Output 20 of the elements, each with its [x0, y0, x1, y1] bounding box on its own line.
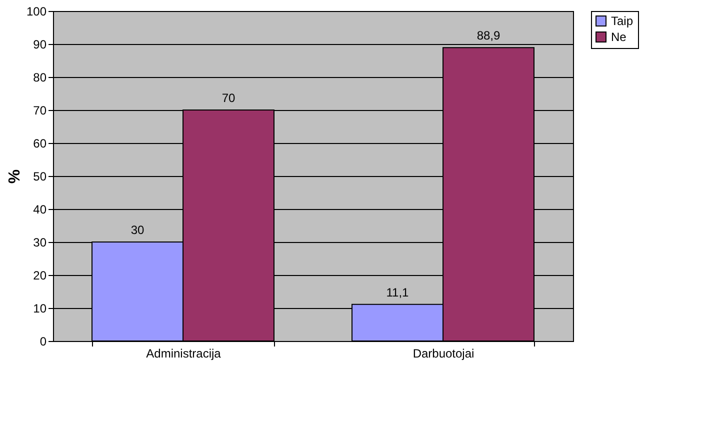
y-axis-title: %: [6, 169, 24, 184]
y-tick-label: 50: [33, 170, 47, 184]
y-tick-label: 30: [33, 236, 47, 250]
x-tick-label: Administracija: [146, 346, 222, 360]
y-tick-label: 80: [33, 70, 47, 84]
legend-label: Ne: [611, 30, 627, 44]
y-tick-label: 100: [26, 4, 47, 18]
x-tick-label: Darbuotojai: [412, 346, 474, 360]
y-tick-label: 90: [33, 38, 47, 52]
data-label: 70: [222, 91, 236, 105]
y-tick-label: 10: [33, 302, 47, 316]
y-tick-label: 60: [33, 136, 47, 150]
y-tick-label: 20: [33, 268, 47, 282]
legend-label: Taip: [611, 14, 634, 28]
y-tick-label: 70: [33, 104, 47, 118]
data-label: 11,1: [386, 285, 410, 300]
data-label: 88,9: [476, 28, 500, 43]
y-tick-label: 0: [40, 334, 47, 348]
y-tick-label: 40: [33, 202, 47, 216]
data-label: 30: [130, 223, 144, 237]
